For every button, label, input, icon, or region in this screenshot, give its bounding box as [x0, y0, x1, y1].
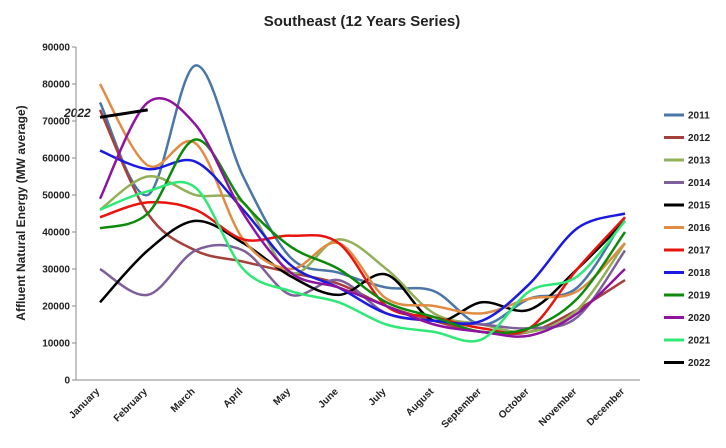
y-tick-label: 70000 — [42, 117, 70, 128]
x-tick-label: June — [316, 386, 341, 411]
x-tick-label: February — [112, 386, 150, 424]
x-tick-label: July — [367, 386, 389, 408]
x-tick-label: April — [221, 386, 245, 410]
legend-label: 2015 — [688, 201, 711, 212]
x-tick-label: November — [537, 386, 579, 428]
legend-label: 2020 — [688, 313, 711, 324]
legend-label: 2019 — [688, 291, 711, 302]
annotation: 2022 — [63, 106, 91, 120]
y-tick-label: 30000 — [42, 265, 70, 276]
x-tick-label: September — [440, 386, 484, 430]
x-tick-label: October — [497, 386, 532, 421]
series-line — [99, 200, 626, 335]
x-tick-label: August — [404, 386, 437, 419]
legend-label: 2011 — [688, 111, 710, 122]
y-tick-label: 90000 — [42, 43, 70, 54]
legend-label: 2022 — [688, 358, 711, 369]
legend-label: 2012 — [688, 133, 711, 144]
series-line — [99, 138, 627, 335]
y-tick-label: 60000 — [42, 154, 70, 165]
series-line — [99, 219, 626, 323]
y-tick-label: 0 — [64, 376, 70, 387]
y-tick-label: 80000 — [42, 80, 70, 91]
legend-label: 2017 — [688, 246, 711, 257]
series-line — [98, 83, 626, 315]
legend-label: 2016 — [688, 223, 711, 234]
x-tick-label: May — [271, 386, 293, 408]
y-tick-label: 20000 — [42, 302, 70, 313]
y-tick-label: 40000 — [42, 228, 70, 239]
series-line — [98, 96, 626, 338]
y-tick-label: 50000 — [42, 191, 70, 202]
series-line — [99, 180, 626, 343]
x-tick-label: March — [169, 386, 198, 415]
y-tick-label: 10000 — [42, 339, 70, 350]
series-line — [99, 175, 627, 334]
x-tick-label: January — [67, 386, 102, 421]
series-line — [99, 108, 148, 119]
series-line — [99, 149, 626, 326]
chart-title: Southeast (12 Years Series) — [264, 13, 461, 30]
legend-label: 2014 — [688, 178, 711, 189]
legend-label: 2021 — [688, 336, 711, 347]
legend-label: 2013 — [688, 156, 711, 167]
legend-label: 2018 — [688, 268, 711, 279]
y-axis-label: Affluent Natural Energy (MW average) — [14, 105, 28, 320]
x-tick-label: December — [585, 386, 627, 428]
